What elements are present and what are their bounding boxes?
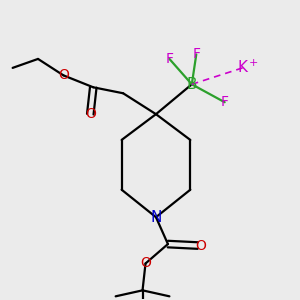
Text: F: F: [165, 52, 173, 66]
Text: O: O: [140, 256, 151, 271]
Text: O: O: [58, 68, 69, 82]
Text: F: F: [192, 47, 200, 61]
Text: K: K: [238, 60, 248, 75]
Text: N: N: [150, 210, 162, 225]
Text: B: B: [187, 77, 197, 92]
Text: +: +: [249, 58, 259, 68]
Text: O: O: [195, 238, 206, 253]
Text: O: O: [85, 107, 96, 121]
Text: F: F: [221, 95, 229, 109]
